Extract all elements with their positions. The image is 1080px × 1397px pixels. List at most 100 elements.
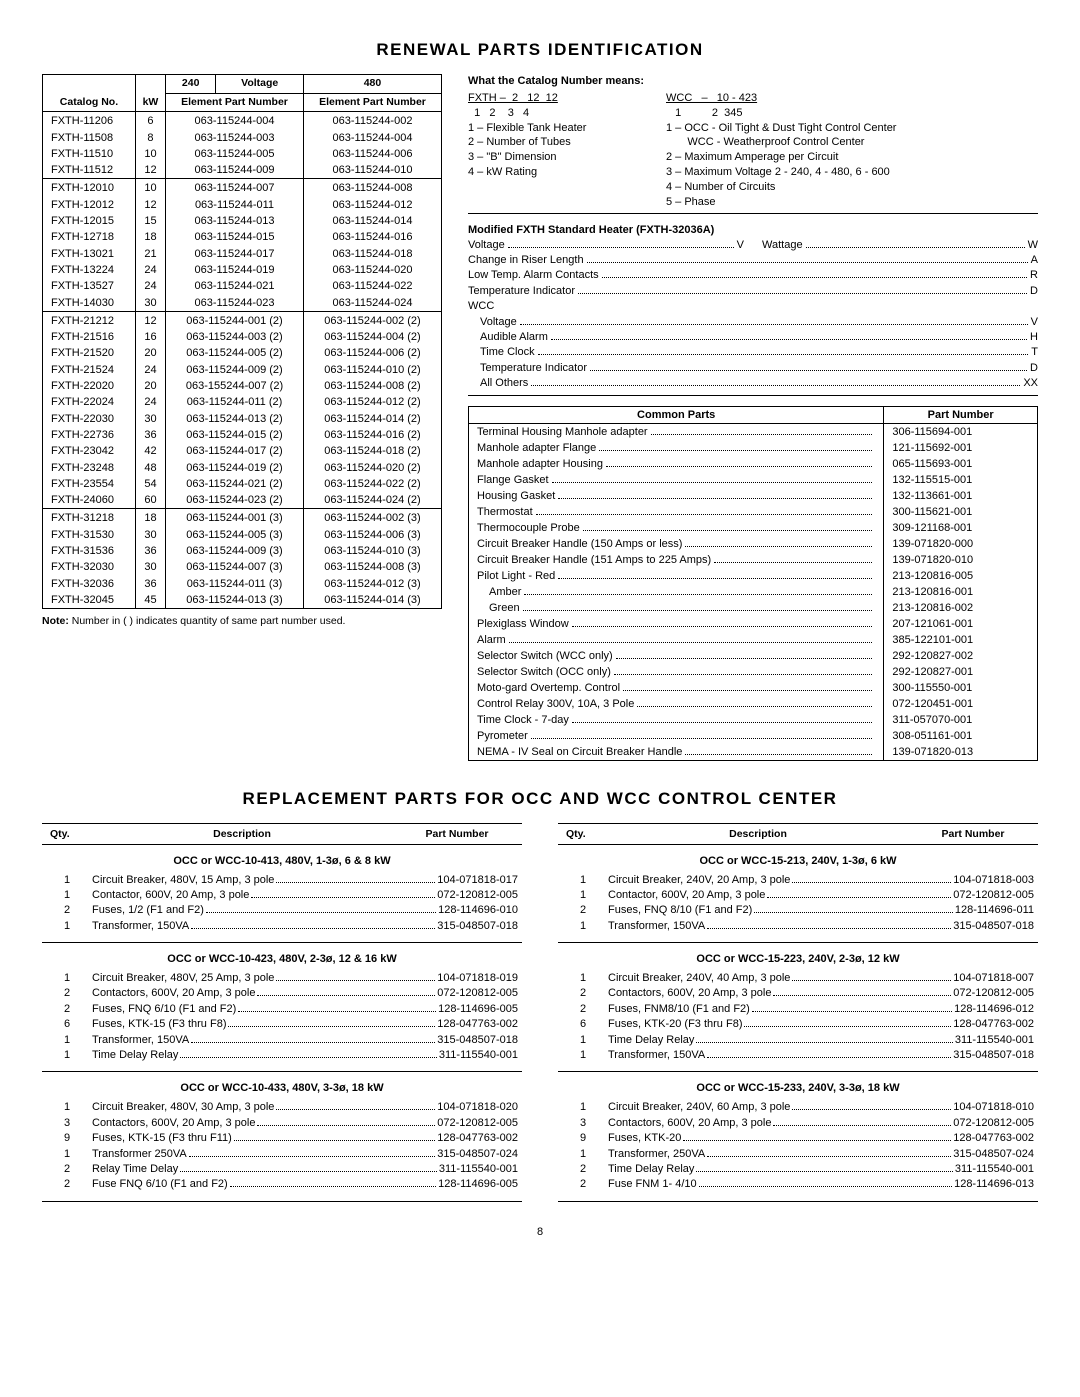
cm-right-top: WCC – 10 - 423: [666, 91, 1038, 106]
cp-header-desc: Common Parts: [469, 406, 884, 423]
replacement-title: REPLACEMENT PARTS FOR OCC AND WCC CONTRO…: [42, 789, 1038, 809]
cp-row: Alarm385-122101-001: [469, 632, 1038, 648]
rep-row: 9Fuses, KTK-15 (F3 thru F11)128-047763-0…: [42, 1131, 522, 1146]
cp-row: Selector Switch (WCC only)292-120827-002: [469, 648, 1038, 664]
col-catalog: Catalog No.: [43, 75, 136, 112]
table-row: FXTH-2152424063-115244-009 (2)063-115244…: [43, 362, 442, 378]
modified-row: Temperature IndicatorD: [468, 361, 1038, 376]
table-row: FXTH-1201212063-115244-011063-115244-012: [43, 197, 442, 213]
cp-row: Green213-120816-002: [469, 600, 1038, 616]
rep-row: 1Transformer, 150VA315-048507-018: [42, 1033, 522, 1048]
cp-row: Amber213-120816-001: [469, 584, 1038, 600]
table-row: FXTH-112066063-115244-004063-115244-002: [43, 112, 442, 130]
cp-row: Circuit Breaker Handle (150 Amps or less…: [469, 536, 1038, 552]
cm-item: WCC - Weatherproof Control Center: [666, 135, 1038, 150]
rep-row: 2Contactors, 600V, 20 Amp, 3 pole072-120…: [558, 986, 1038, 1001]
rep-group-title: OCC or WCC-10-433, 480V, 3-3ø, 18 kW: [42, 1078, 522, 1100]
cp-row: Housing Gasket132-113661-001: [469, 488, 1038, 504]
cp-row: Control Relay 300V, 10A, 3 Pole072-12045…: [469, 696, 1038, 712]
modified-row: All OthersXX: [468, 376, 1038, 391]
cm-right-top2: 1 2 345: [666, 106, 1038, 121]
cp-row: Selector Switch (OCC only)292-120827-001: [469, 664, 1038, 680]
cp-row: Moto-gard Overtemp. Control300-115550-00…: [469, 680, 1038, 696]
modified-row: VoltageV: [468, 315, 1038, 330]
table-row: FXTH-2203030063-115244-013 (2)063-115244…: [43, 411, 442, 427]
table-row: FXTH-2355454063-115244-021 (2)063-115244…: [43, 476, 442, 492]
table-row: FXTH-2121212063-115244-001 (2)063-115244…: [43, 311, 442, 329]
table-row: FXTH-1302121063-115244-017063-115244-018: [43, 246, 442, 262]
rep-group-title: OCC or WCC-10-413, 480V, 1-3ø, 6 & 8 kW: [42, 851, 522, 873]
table-row: FXTH-1201010063-115244-007063-115244-008: [43, 179, 442, 197]
cm-left-top2: 1 2 3 4: [468, 106, 648, 121]
cm-item: 3 – Maximum Voltage 2 - 240, 4 - 480, 6 …: [666, 165, 1038, 180]
renewal-note: Note: Number in ( ) indicates quantity o…: [42, 615, 442, 627]
cp-row: Circuit Breaker Handle (151 Amps to 225 …: [469, 552, 1038, 568]
rep-group-title: OCC or WCC-10-423, 480V, 2-3ø, 12 & 16 k…: [42, 949, 522, 971]
table-row: FXTH-1403030063-115244-023063-115244-024: [43, 295, 442, 312]
rep-row: 1Contactor, 600V, 20 Amp, 3 pole072-1208…: [558, 888, 1038, 903]
note-text: Number in ( ) indicates quantity of same…: [69, 615, 346, 627]
cp-row: Manhole adapter Flange121-115692-001: [469, 440, 1038, 456]
modified-row: Audible AlarmH: [468, 330, 1038, 345]
renewal-table: Catalog No. kW 240 Voltage 480 Element P…: [42, 74, 442, 609]
table-row: FXTH-1151212063-115244-009063-115244-010: [43, 162, 442, 179]
rep-row: 9Fuses, KTK-20128-047763-002: [558, 1131, 1038, 1146]
common-parts-table: Common Parts Part Number Terminal Housin…: [468, 406, 1038, 761]
rep-row: 2Fuses, FNQ 6/10 (F1 and F2)128-114696-0…: [42, 1002, 522, 1017]
cm-item: 1 – OCC - Oil Tight & Dust Tight Control…: [666, 121, 1038, 136]
table-row: FXTH-1322424063-115244-019063-115244-020: [43, 262, 442, 278]
rep-group: OCC or WCC-15-213, 240V, 1-3ø, 6 kW1Circ…: [558, 845, 1038, 944]
rep-row: 1Time Delay Relay311-115540-001: [42, 1048, 522, 1063]
rep-row: 3Contactors, 600V, 20 Amp, 3 pole072-120…: [42, 1116, 522, 1131]
page-number: 8: [42, 1226, 1038, 1238]
modified-title: Modified FXTH Standard Heater (FXTH-3203…: [468, 224, 1038, 236]
table-row: FXTH-2273636063-115244-015 (2)063-115244…: [43, 427, 442, 443]
rep-row: 1Contactor, 600V, 20 Amp, 3 pole072-1208…: [42, 888, 522, 903]
rep-group-title: OCC or WCC-15-213, 240V, 1-3ø, 6 kW: [558, 851, 1038, 873]
table-row: FXTH-3121818063-115244-001 (3)063-115244…: [43, 509, 442, 527]
rep-row: 2Time Delay Relay311-115540-001: [558, 1162, 1038, 1177]
cp-row: Thermocouple Probe309-121168-001: [469, 520, 1038, 536]
rep-row: 2Fuse FNQ 6/10 (F1 and F2)128-114696-005: [42, 1177, 522, 1192]
cp-header-pn: Part Number: [884, 406, 1038, 423]
col-voltage: Voltage: [216, 75, 304, 94]
table-row: FXTH-2202020063-155244-007 (2)063-115244…: [43, 378, 442, 394]
table-row: FXTH-3153030063-115244-005 (3)063-115244…: [43, 527, 442, 543]
rep-header: Qty.DescriptionPart Number: [558, 823, 1038, 845]
table-row: FXTH-3203030063-115244-007 (3)063-115244…: [43, 559, 442, 575]
rep-row: 6Fuses, KTK-15 (F3 thru F8)128-047763-00…: [42, 1017, 522, 1032]
catalog-meaning: What the Catalog Number means: FXTH – 2 …: [468, 74, 1038, 214]
modified-row: WCC: [468, 299, 1038, 314]
rep-group-title: OCC or WCC-15-233, 240V, 3-3ø, 18 kW: [558, 1078, 1038, 1100]
table-row: FXTH-3153636063-115244-009 (3)063-115244…: [43, 543, 442, 559]
cp-row: Time Clock - 7-day311-057070-001: [469, 712, 1038, 728]
cp-row: NEMA - IV Seal on Circuit Breaker Handle…: [469, 744, 1038, 761]
col-epn-240: Element Part Number: [166, 93, 304, 112]
modified-heater: Modified FXTH Standard Heater (FXTH-3203…: [468, 224, 1038, 396]
rep-group: OCC or WCC-15-233, 240V, 3-3ø, 18 kW1Cir…: [558, 1072, 1038, 1201]
cm-left-top: FXTH – 2 12 12: [468, 91, 648, 106]
col-480: 480: [303, 75, 441, 94]
rep-row: 1Circuit Breaker, 240V, 60 Amp, 3 pole10…: [558, 1100, 1038, 1115]
cp-row: Manhole adapter Housing065-115693-001: [469, 456, 1038, 472]
rep-group: OCC or WCC-15-223, 240V, 2-3ø, 12 kW1Cir…: [558, 943, 1038, 1072]
rep-row: 1Time Delay Relay311-115540-001: [558, 1033, 1038, 1048]
rep-row: 2Contactors, 600V, 20 Amp, 3 pole072-120…: [42, 986, 522, 1001]
table-row: FXTH-2152020063-115244-005 (2)063-115244…: [43, 345, 442, 361]
rep-group: OCC or WCC-10-413, 480V, 1-3ø, 6 & 8 kW1…: [42, 845, 522, 944]
modified-row: Time ClockT: [468, 345, 1038, 360]
col-epn-480: Element Part Number: [303, 93, 441, 112]
rep-row: 1Circuit Breaker, 480V, 15 Amp, 3 pole10…: [42, 873, 522, 888]
col-240: 240: [166, 75, 216, 94]
renewal-title: RENEWAL PARTS IDENTIFICATION: [42, 40, 1038, 60]
rep-row: 6Fuses, KTK-20 (F3 thru F8)128-047763-00…: [558, 1017, 1038, 1032]
rep-row: 1Circuit Breaker, 240V, 20 Amp, 3 pole10…: [558, 873, 1038, 888]
rep-row: 3Contactors, 600V, 20 Amp, 3 pole072-120…: [558, 1116, 1038, 1131]
cm-item: 4 – kW Rating: [468, 165, 648, 180]
modified-row: Change in Riser LengthA: [468, 253, 1038, 268]
rep-row: 1Circuit Breaker, 480V, 30 Amp, 3 pole10…: [42, 1100, 522, 1115]
rep-header: Qty.DescriptionPart Number: [42, 823, 522, 845]
table-row: FXTH-2324848063-115244-019 (2)063-115244…: [43, 460, 442, 476]
rep-row: 1Transformer, 150VA315-048507-018: [558, 1048, 1038, 1063]
modified-row: Temperature IndicatorD: [468, 284, 1038, 299]
